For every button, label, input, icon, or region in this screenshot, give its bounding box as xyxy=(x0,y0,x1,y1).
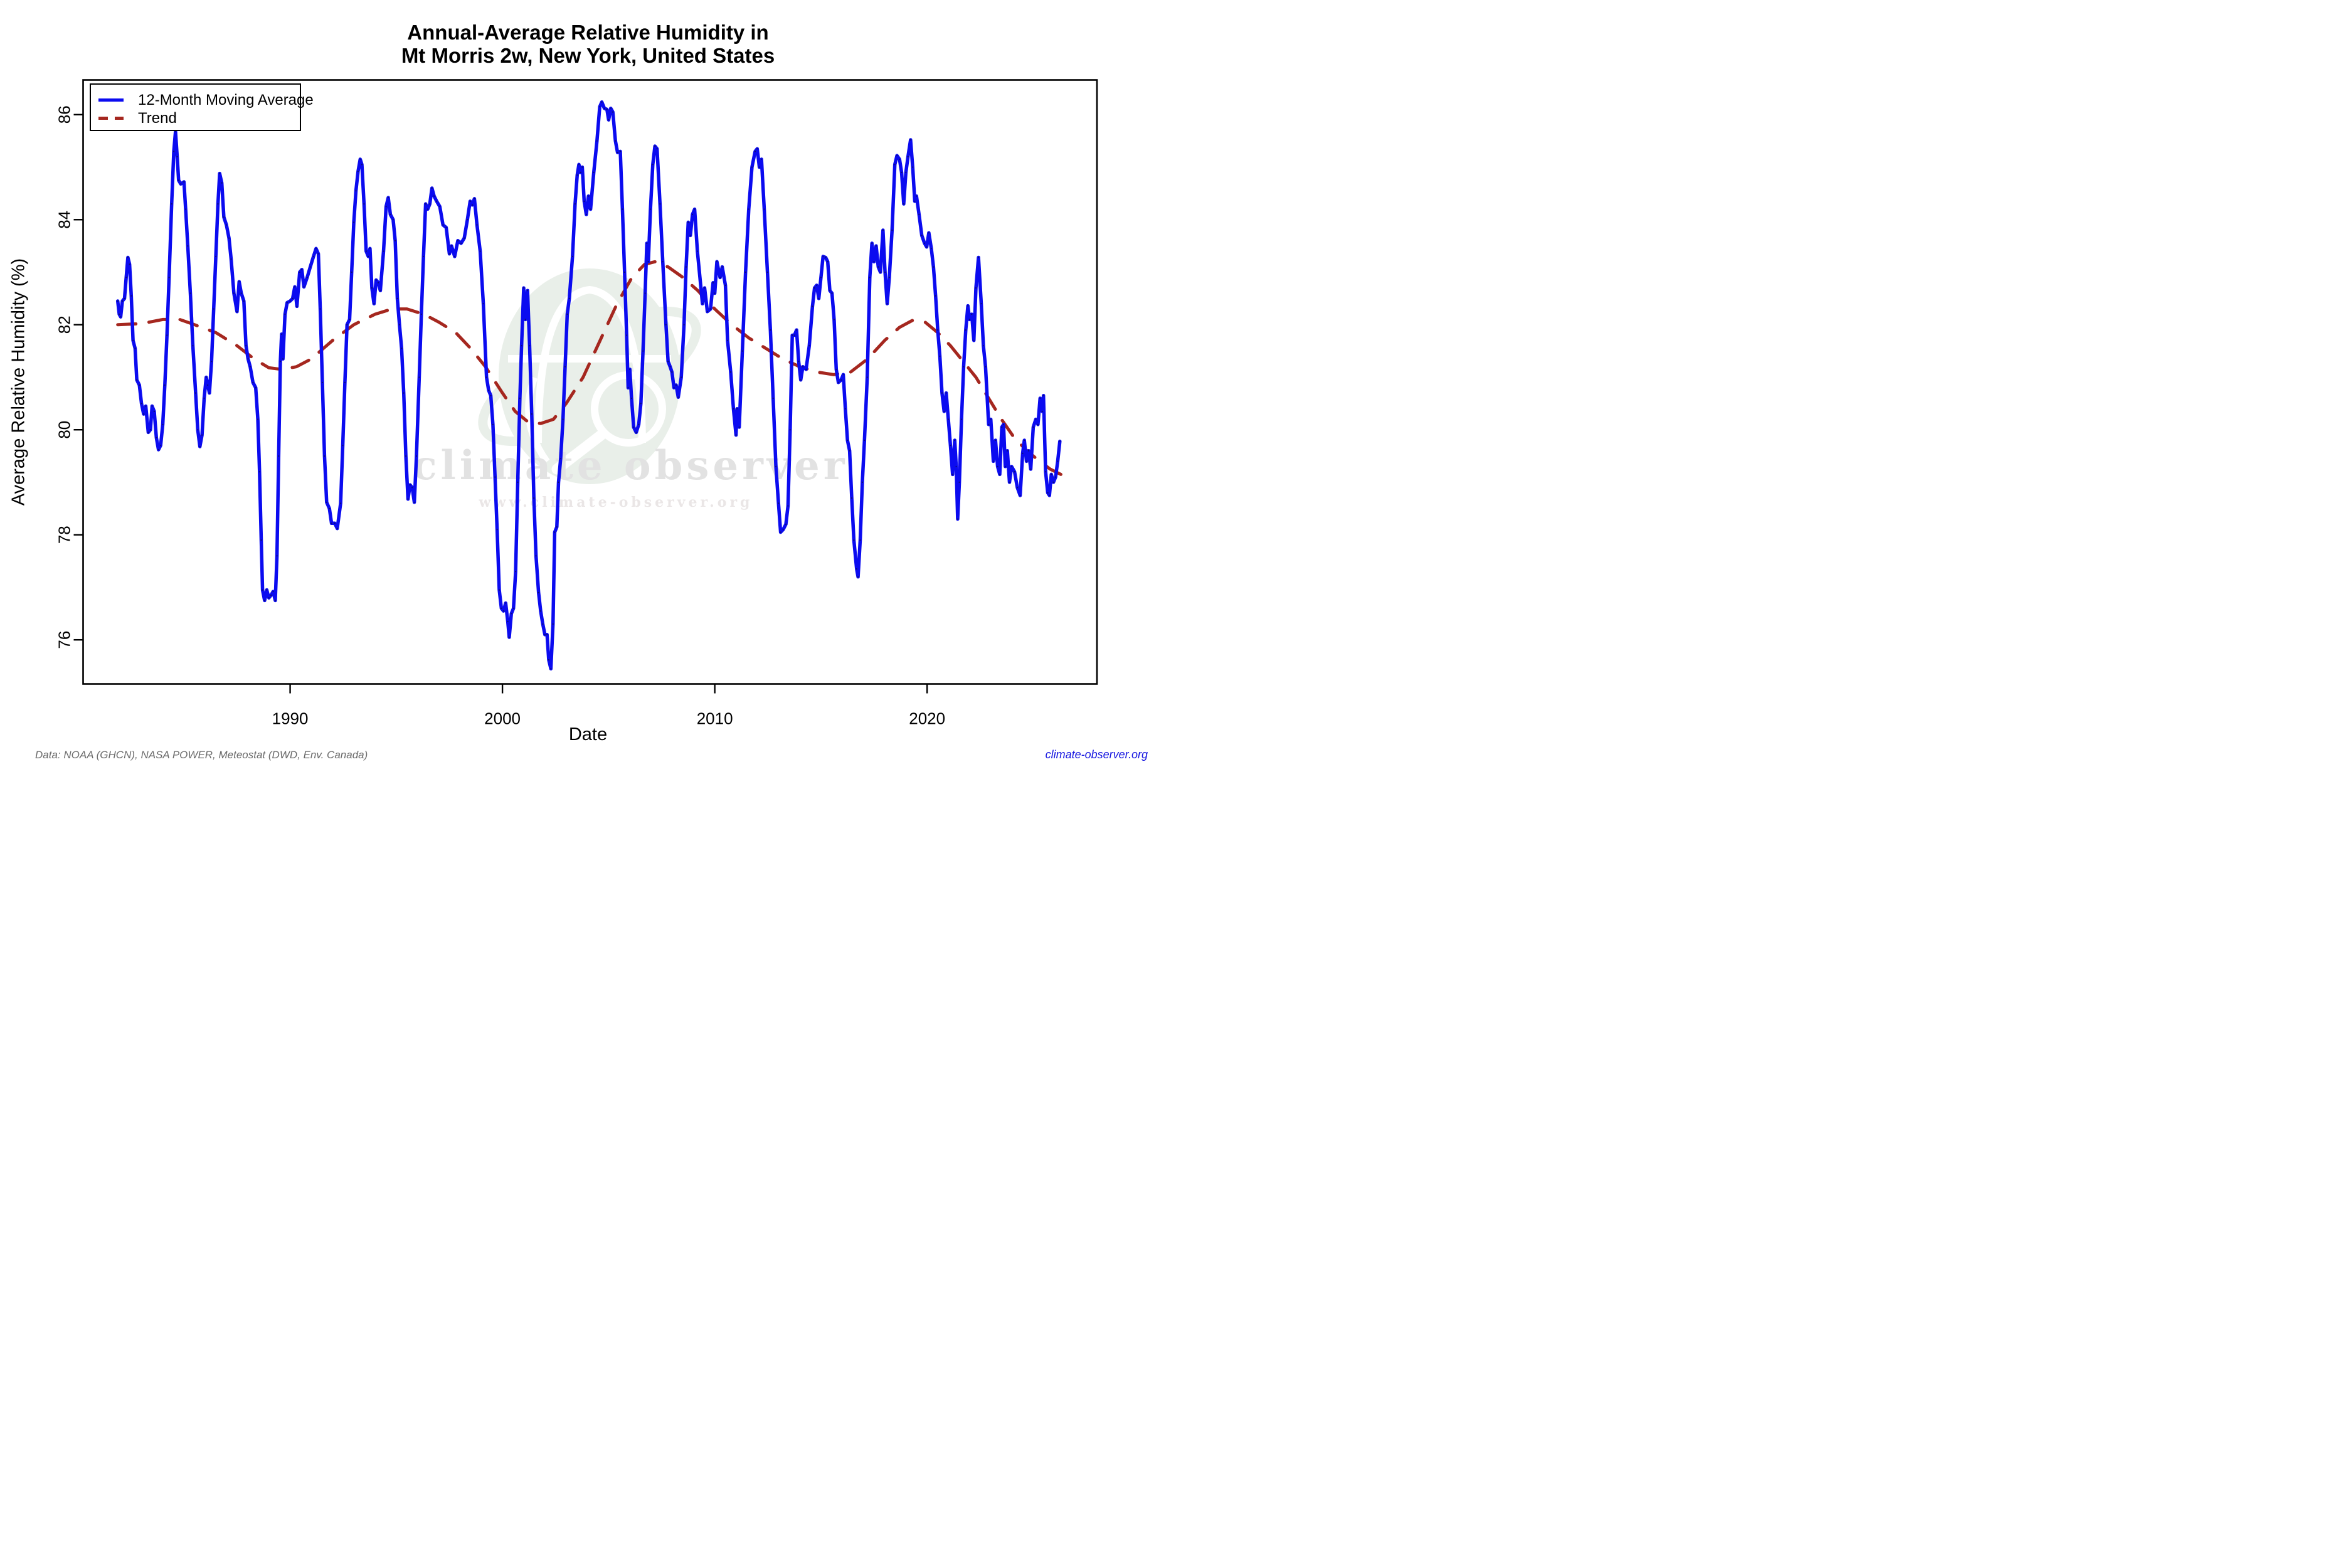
legend-dashed-line-swatch xyxy=(98,117,124,120)
y-axis-label: Average Relative Humidity (%) xyxy=(8,258,29,506)
chart-title-line2: Mt Morris 2w, New York, United States xyxy=(401,44,775,67)
y-tick-label: 86 xyxy=(55,105,73,124)
globe-meridian-arc xyxy=(534,285,646,443)
y-tick-label: 78 xyxy=(55,526,73,544)
series-group xyxy=(115,100,1062,670)
y-tick-label: 80 xyxy=(55,421,73,439)
y-tick-label: 84 xyxy=(55,211,73,229)
x-tick-label: 2020 xyxy=(909,709,945,728)
legend-row-moving-average: 12-Month Moving Average xyxy=(98,91,314,109)
legend-box: 12-Month Moving Average Trend xyxy=(90,83,314,131)
axes: 1990 2000 2010 2020 76 78 80 82 84 86 xyxy=(55,79,1098,728)
x-tick-label: 2000 xyxy=(484,709,521,728)
chart-container: climate observer www.climate-observer.org… xyxy=(0,0,1176,784)
humidity-line-chart: climate observer www.climate-observer.org… xyxy=(55,79,1098,728)
watermark-text-small: www.climate-observer.org xyxy=(479,494,753,511)
watermark: climate observer www.climate-observer.org xyxy=(413,268,849,511)
legend-solid-line-swatch xyxy=(98,98,124,102)
site-link[interactable]: climate-observer.org xyxy=(1045,748,1148,761)
data-point-markers xyxy=(117,101,1061,670)
x-tick-label: 1990 xyxy=(272,709,309,728)
watermark-text-big: climate observer xyxy=(413,442,849,489)
plot-border xyxy=(82,79,1098,685)
legend-label-moving-average: 12-Month Moving Average xyxy=(138,91,314,109)
legend-label-trend: Trend xyxy=(138,109,177,127)
chart-title: Annual-Average Relative Humidity in Mt M… xyxy=(0,21,1176,67)
chart-title-line1: Annual-Average Relative Humidity in xyxy=(407,21,769,44)
orbit-ring-icon xyxy=(478,306,701,447)
y-tick-label: 76 xyxy=(55,631,73,649)
magnifier-handle xyxy=(551,430,607,475)
y-tick-label: 82 xyxy=(55,315,73,334)
x-tick-label: 2010 xyxy=(697,709,733,728)
data-sources-note: Data: NOAA (GHCN), NASA POWER, Meteostat… xyxy=(35,749,368,761)
legend-row-trend: Trend xyxy=(98,109,300,127)
x-axis-label: Date xyxy=(568,724,608,744)
